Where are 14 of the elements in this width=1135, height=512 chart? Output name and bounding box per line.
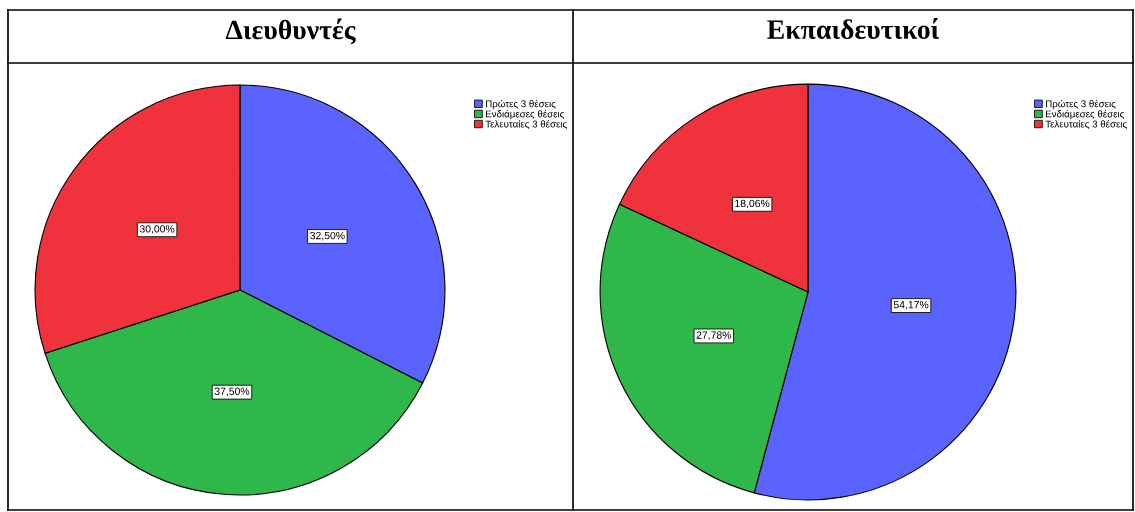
legend-label: Τελευταίες 3 θέσεις	[485, 120, 567, 130]
data-label: 54,17%	[893, 301, 929, 310]
data-label: 37,50%	[214, 387, 250, 397]
data-label: 18,06%	[735, 199, 770, 209]
data-label: 32,50%	[310, 231, 345, 241]
chart-title: Διευθυντές	[225, 18, 356, 45]
chart-title: Εκπαιδευτικοί	[767, 18, 939, 40]
legend-label: Πρώτες 3 θέσεις	[486, 99, 556, 110]
data-label: 30,00%	[139, 225, 175, 234]
legend-label: Τελευταίες 3 θέσεις	[1045, 120, 1127, 130]
legend-label: Ενδιάμεσες θέσεις	[1046, 110, 1125, 120]
legend-label: Πρώτες 3 θέσεις	[1046, 99, 1116, 110]
legend-label: Ενδιάμεσες θέσεις	[486, 110, 565, 120]
data-label: 27,78%	[696, 331, 732, 340]
